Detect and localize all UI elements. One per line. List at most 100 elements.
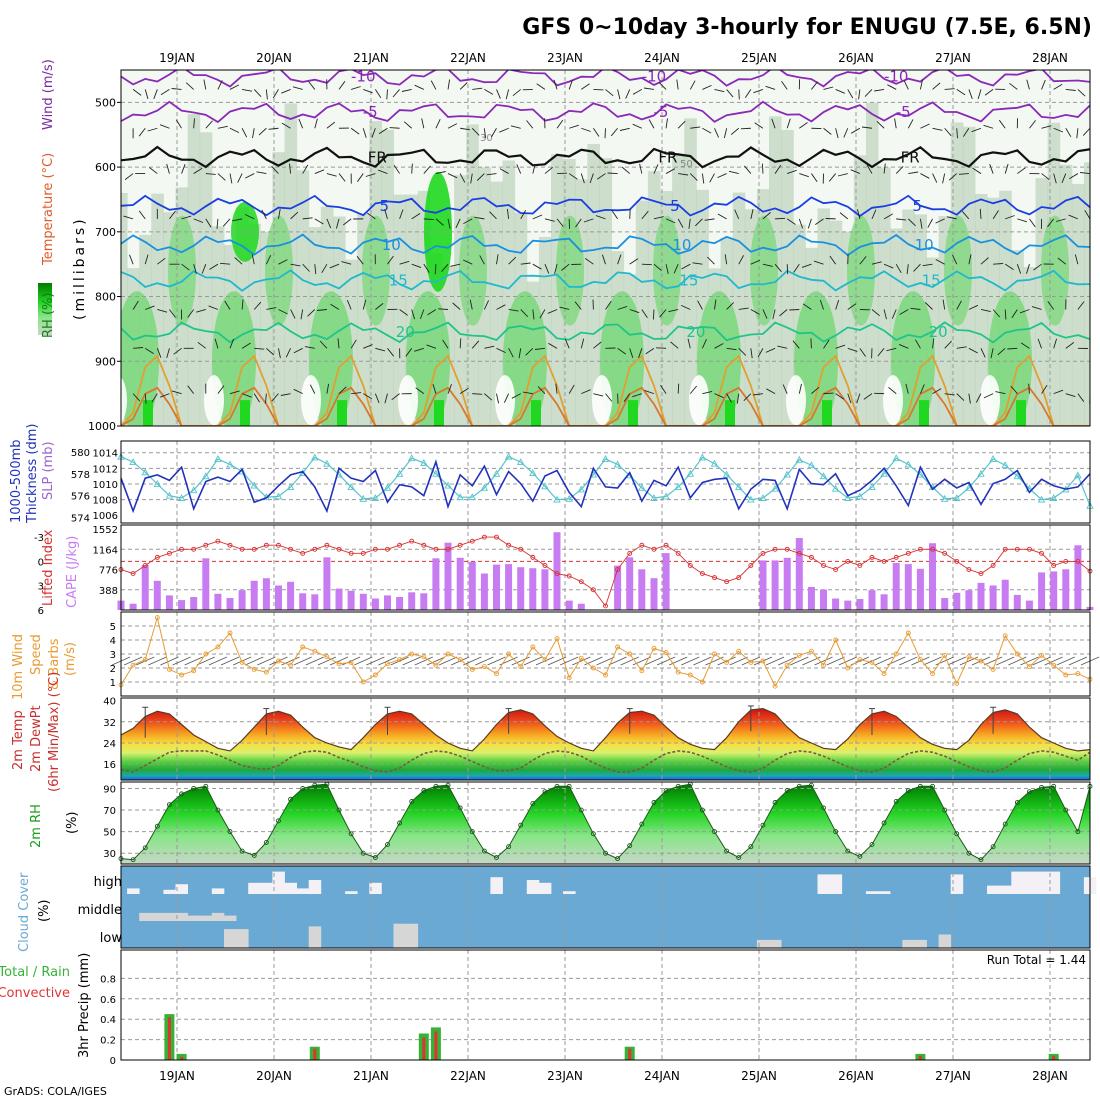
surface-wind-barb: [148, 656, 167, 666]
wind-barb: [1061, 173, 1067, 183]
li-series-point: [978, 571, 984, 577]
wind-barb: [298, 118, 304, 129]
li-series-point: [1051, 563, 1057, 568]
wind-speed-series-point: [869, 659, 875, 665]
wind-speed-series-point: [360, 679, 366, 685]
wind-barb: [932, 388, 942, 395]
rh-tick-label: 70: [103, 806, 116, 817]
wind-barb: [617, 347, 627, 355]
wind-barb: [138, 127, 146, 137]
wind-barb: [229, 338, 235, 349]
rh-shade-moist: [653, 215, 681, 326]
rh-series-point: [627, 843, 633, 849]
wind-barb: [714, 343, 724, 349]
wind-barb: [1029, 120, 1036, 129]
cape-bar: [493, 564, 500, 610]
wind-speed-series-point: [857, 657, 863, 663]
cloud-block: [756, 939, 770, 948]
li-series-point: [348, 550, 354, 556]
cape-bar: [941, 598, 949, 610]
rh-shade-saturated: [240, 400, 250, 426]
wind-barb: [714, 88, 725, 93]
li-series-point: [166, 550, 172, 556]
cloud-block: [175, 884, 188, 894]
wind-speed-series-point: [142, 657, 148, 663]
wind-barb: [300, 309, 304, 320]
wind-barb: [525, 348, 534, 356]
rh-series-point: [191, 786, 197, 791]
wind-barb: [463, 218, 473, 224]
wind-barb: [278, 348, 281, 359]
wind-barb: [1010, 385, 1018, 394]
rh-tick-label: 50: [103, 828, 116, 839]
li-series-point: [615, 567, 621, 572]
wind-speed-series-point: [215, 644, 221, 650]
slp-series-point: [940, 494, 949, 502]
wind-barb: [423, 218, 434, 221]
wind-barb: [411, 213, 421, 220]
surface-wind-barb: [996, 656, 1015, 666]
li-series-point: [518, 546, 524, 552]
wind-barb: [643, 87, 655, 90]
wind-barb: [611, 210, 618, 220]
wind-barb: [387, 255, 394, 265]
li-series: [120, 536, 1091, 607]
wind-tick-label: 4: [110, 636, 116, 647]
wind-barb: [209, 263, 219, 270]
wind-barb: [205, 120, 213, 129]
cloud-block: [272, 871, 285, 894]
precip-tick-label: 0.2: [100, 1036, 116, 1047]
wind-barb: [181, 215, 192, 220]
wind-barb: [786, 118, 791, 129]
cape-li-panel: 388 776 1164 1552 -3 0 3 6 Lifted Index CAPE (J…: [34, 524, 1094, 617]
precip-tick-label: 0.4: [100, 1015, 116, 1026]
wind-speed-series-point: [881, 671, 887, 677]
wind-barb: [799, 173, 809, 178]
wind-barb: [520, 262, 531, 265]
rh-series-point: [1063, 807, 1069, 813]
wind-speed-series-point: [372, 672, 378, 678]
wind-barb: [335, 218, 340, 229]
top-date-label: 23JAN: [547, 51, 583, 65]
li-series-point: [1039, 550, 1045, 556]
wind-tick-label: 5: [110, 622, 116, 633]
cape-bar: [1025, 600, 1033, 610]
wind-barb: [518, 348, 522, 359]
precip-panel: 0 0.2 0.4 0.6 0.8 Run Total = 1.44 Total / R…: [0, 949, 1091, 1067]
slp-series-point: [674, 483, 682, 491]
wind-barb: [337, 338, 340, 349]
wind-barb: [1011, 309, 1018, 319]
rh-dry-pocket: [689, 375, 709, 426]
wind-barb: [224, 300, 231, 310]
svg-text:RH (%): RH (%): [41, 293, 56, 338]
slp-series-point: [383, 483, 392, 491]
wind-barb: [835, 299, 840, 310]
precip-tick-label: 0.6: [100, 995, 116, 1006]
wind-barb: [629, 348, 634, 358]
slp-series-point: [504, 452, 513, 460]
slp-series-point: [965, 483, 973, 491]
cape-bar: [844, 600, 852, 610]
rh-shade-moist: [362, 215, 390, 326]
rh-series: [120, 783, 1091, 861]
li-series-point: [954, 558, 960, 564]
li-tick-label: 0: [38, 557, 44, 568]
isotherm-label: 10: [672, 236, 691, 254]
cape-bar: [371, 598, 379, 610]
rh-series-point: [893, 798, 899, 804]
li-series-point: [397, 542, 403, 548]
wind-barb: [762, 309, 768, 319]
slp-tick-label: 1006: [93, 511, 118, 522]
wind-barb: [681, 304, 691, 310]
wind-barb: [256, 171, 267, 175]
rh-series-point: [917, 783, 923, 789]
cloud-block: [1023, 871, 1036, 894]
wind-barb: [753, 88, 764, 94]
surface-wind-barb: [874, 656, 894, 666]
wind-barb: [740, 127, 751, 130]
wind-barb: [338, 386, 347, 394]
thickness-label-1: 1000-500mb: [9, 439, 24, 523]
surface-wind-barb: [620, 656, 639, 666]
wind-barb: [584, 258, 594, 265]
rh-series-point: [663, 788, 669, 794]
